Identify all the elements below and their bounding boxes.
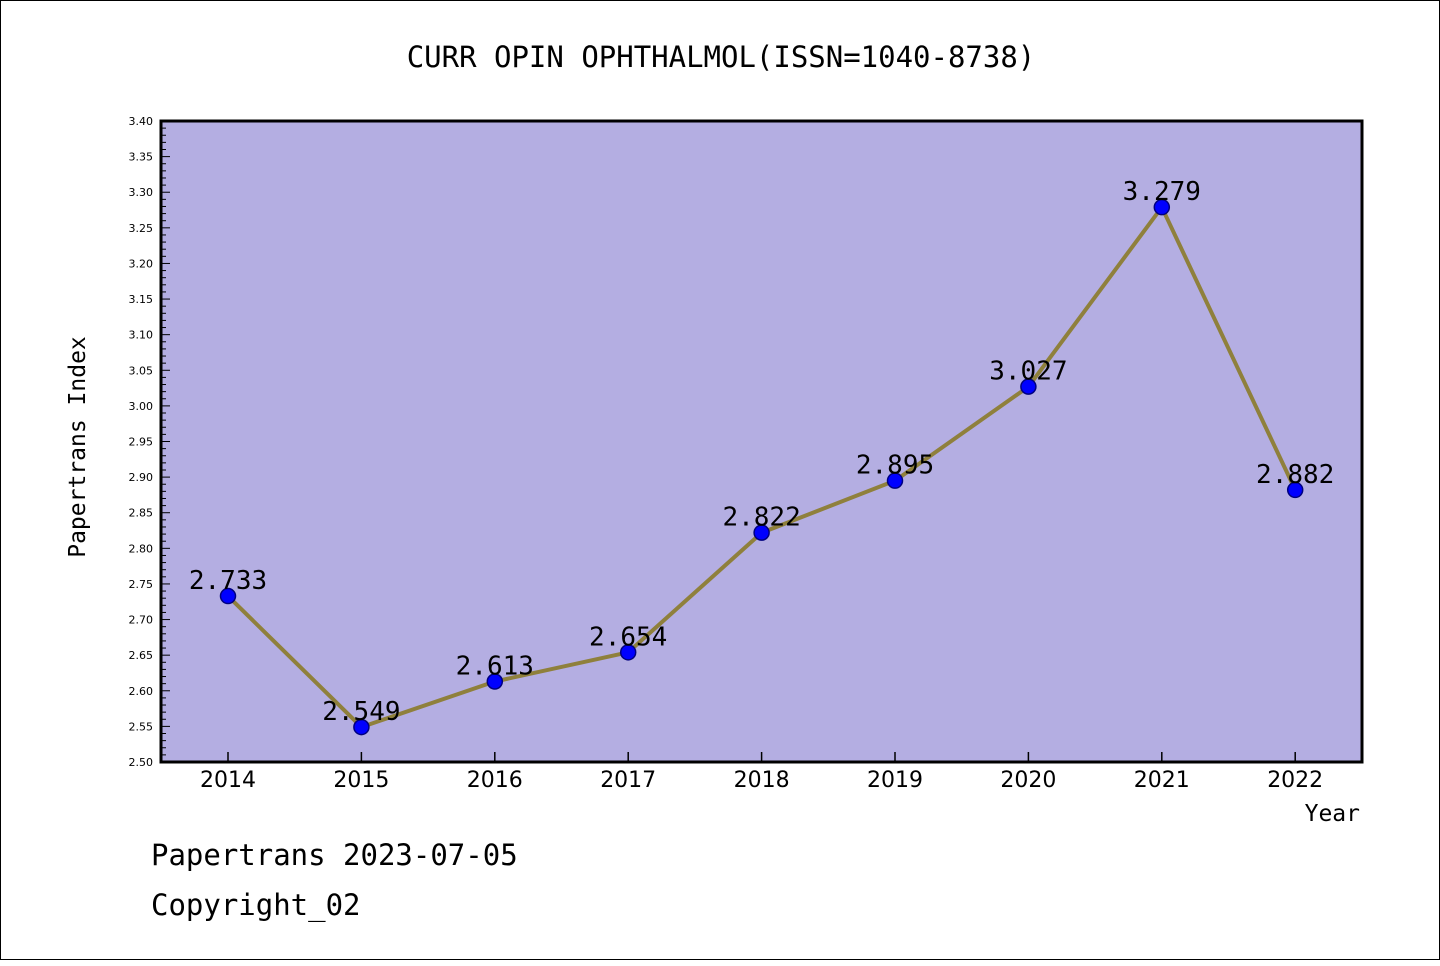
data-point [619,644,637,661]
data-point [219,587,237,605]
data-label: 2.882 [1256,460,1334,490]
data-point [486,673,504,690]
y-tick-label: 3.20 [129,257,154,270]
data-label: 2.549 [322,697,400,727]
y-tick-label: 3.30 [129,186,154,199]
y-tick-label: 3.25 [129,222,154,235]
plot-area [159,119,1364,764]
x-tick-label: 2016 [467,768,523,793]
data-point [886,472,904,489]
y-tick-label: 2.60 [129,685,154,698]
y-axis: 2.50 2.55 2.60 2.65 2.70 2.75 2.80 2.85 2.90 2.95… [129,115,170,769]
y-tick-label: 3.15 [129,293,154,306]
y-tick-label: 2.90 [129,471,154,484]
x-tick-label: 2017 [600,768,656,793]
y-tick-label: 3.35 [129,151,154,164]
data-point [353,718,370,736]
data-label: 2.733 [189,566,267,596]
y-tick-label: 2.70 [129,614,154,627]
x-tick-label: 2021 [1134,768,1190,793]
data-point [1286,481,1304,499]
x-axis-label: Year [1305,801,1360,827]
data-label: 2.613 [456,652,534,682]
data-label: 2.654 [589,622,667,652]
x-tick-label: 2014 [200,768,256,793]
y-axis-label: Papertrans Index [65,336,91,558]
x-tick-label: 2022 [1267,768,1323,793]
y-tick-label: 3.10 [129,329,154,342]
data-label: 2.822 [722,503,800,533]
data-label: 2.895 [856,451,934,481]
y-tick-label: 2.65 [129,649,154,662]
footer-date: Papertrans 2023-07-05 [151,838,518,872]
y-tick-label: 3.00 [129,400,154,413]
y-tick-label: 2.75 [129,578,154,591]
x-tick-label: 2020 [1000,768,1056,793]
data-point [1020,378,1037,395]
y-tick-label: 2.55 [129,720,154,733]
data-point [753,524,770,541]
y-tick-label: 2.95 [129,436,154,449]
data-label: 3.279 [1123,177,1201,207]
x-tick-label: 2018 [734,768,790,793]
data-label: 3.027 [989,357,1067,387]
y-tick-label: 3.05 [129,364,154,377]
y-tick-label: 2.85 [129,507,154,520]
y-tick-label: 2.80 [129,542,154,555]
data-point [1153,198,1171,216]
footer-copyright: Copyright_02 [151,888,361,923]
data-labels: 2.733 2.549 2.613 2.654 2.822 2.895 3.027 3.279… [189,177,1334,727]
chart-title: CURR OPIN OPHTHALMOL(ISSN=1040-8738) [407,40,1036,74]
x-axis: 2014 2015 2016 2017 2018 2019 2020 2021 2022 [200,752,1323,793]
series-line-group [219,198,1304,736]
y-tick-label: 3.40 [129,115,154,128]
x-tick-label: 2019 [867,768,923,793]
y-tick-label: 2.50 [129,756,154,769]
x-tick-label: 2015 [333,768,389,793]
